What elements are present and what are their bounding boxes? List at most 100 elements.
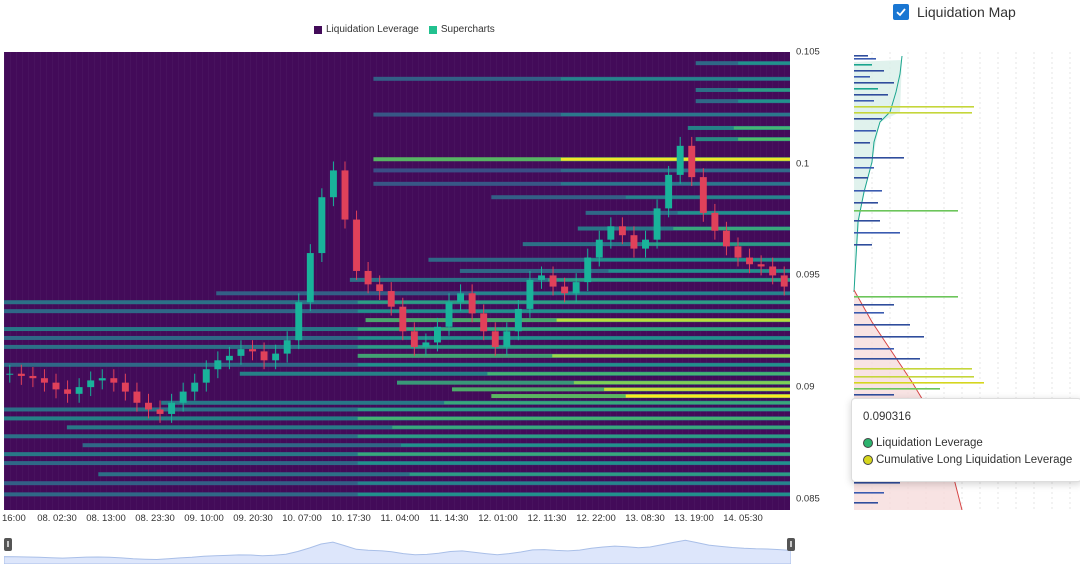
liquidation-level [161,400,790,405]
price-candle [52,373,60,399]
tooltip-row-cumulative-long: Cumulative Long Liquidation Leverage [863,454,1072,466]
liquidation-map-bar [854,177,868,179]
heat-column [88,52,89,510]
liquidation-band-core [392,425,790,429]
liquidation-map-toggle[interactable]: Liquidation Map [893,4,1016,20]
heat-column [250,52,251,510]
price-candle [121,373,129,401]
price-candle [665,165,673,218]
y-tick-label: 0.09 [796,381,815,393]
price-candle [156,400,164,423]
candle-body [17,373,25,376]
liquidation-level [4,327,790,332]
price-candle [6,364,14,383]
heat-column [286,52,287,510]
price-candle [607,217,615,249]
liquidation-band-core [556,318,790,322]
liquidation-map-bar [854,358,920,360]
heat-column [190,52,191,510]
price-candle [711,203,719,240]
price-candle [283,331,291,363]
legend-item-1[interactable]: Supercharts [428,24,495,35]
price-candle [237,340,245,365]
liquidation-band-core [400,443,790,447]
checkbox-checked-icon[interactable] [893,4,909,20]
heat-column [262,52,263,510]
liquidation-heatmap[interactable]: coinglass [4,52,790,510]
liquidation-map-bar [854,312,884,314]
x-tick-label: 08. 02:30 [37,513,77,524]
navigator-right-handle[interactable]: ǁ [787,538,795,551]
navigator-left-handle[interactable]: ǁ [4,538,12,551]
chart-legend: Liquidation Leverage Supercharts [314,24,495,35]
liquidation-map-bar [854,100,874,102]
x-tick-label: 13. 19:00 [674,513,714,524]
x-tick-label: 16:00 [2,513,26,524]
heat-column [298,52,299,510]
candle-body [214,360,222,370]
heat-column [10,52,11,510]
price-candle [688,136,696,187]
heat-column [208,52,209,510]
liquidation-band-core [357,492,790,496]
candle-body [133,391,141,403]
liquidation-map-bar [854,304,894,306]
liquidation-map-bar [854,502,878,504]
candle-body [168,402,176,414]
price-candle [514,299,522,341]
heat-column [94,52,95,510]
liquidation-map-bar [854,88,878,90]
candle-body [353,219,361,271]
candle-body [618,226,626,236]
liquidation-band-core [608,269,790,273]
chart-tooltip: 0.090316 Liquidation Leverage Cumulative… [851,398,1080,482]
liquidation-band-core [444,401,790,405]
price-candle [734,237,742,267]
liquidation-band-core [560,157,790,161]
liquidation-level [98,472,790,477]
liquidation-map-bar [854,336,924,338]
liquidation-band-core [625,394,790,398]
liquidation-band-core [409,472,790,476]
heat-column [202,52,203,510]
candle-body [306,253,314,303]
legend-item-0[interactable]: Liquidation Leverage [314,24,419,35]
candle-body [283,340,291,354]
liquidation-level [373,157,790,162]
candle-body [6,373,14,375]
liquidation-level [4,300,790,305]
candle-body [64,389,72,394]
liquidation-map-bar [854,482,900,484]
liquidation-band-core [474,291,790,295]
heat-column [148,52,149,510]
liquidation-map-bar [854,112,972,114]
liquidation-level [66,425,790,430]
candle-body [364,270,372,285]
yellow-dot-icon [863,455,873,465]
heat-column [64,52,65,510]
price-candle [491,322,499,356]
candle-body [387,291,395,307]
candle-body [98,378,106,381]
price-candle [353,210,361,280]
liquidation-band-core [357,461,790,465]
heat-column [82,52,83,510]
time-navigator[interactable]: ǁ ǁ [3,530,795,565]
candle-body [757,264,765,267]
candle-body [688,145,696,178]
liquidation-level [4,481,790,486]
heat-column [172,52,173,510]
liquidation-level [452,387,790,392]
heat-column [214,52,215,510]
liquidation-level [577,226,790,231]
liquidation-band-core [643,242,790,246]
candle-body [457,293,465,303]
liquidation-band-core [357,434,790,438]
candle-body [595,239,603,258]
price-candle [191,373,199,401]
x-tick-label: 08. 23:30 [135,513,175,524]
liquidation-level [4,434,790,439]
price-candle [769,257,777,285]
price-candle [387,282,395,316]
heat-column [112,52,113,510]
